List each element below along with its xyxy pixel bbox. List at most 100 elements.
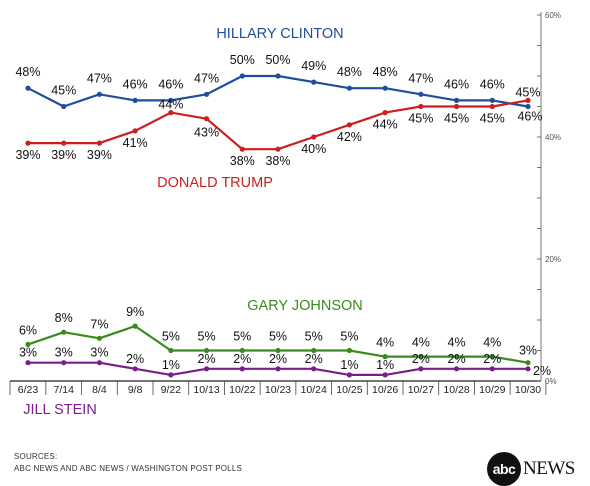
- data-point: [25, 360, 31, 366]
- data-label: 47%: [408, 71, 433, 85]
- y-tick-label: 20%: [545, 255, 561, 264]
- data-point: [275, 366, 281, 372]
- data-label: 2%: [126, 352, 144, 366]
- data-label: 39%: [87, 148, 112, 162]
- x-tick-label: 10/13: [193, 384, 219, 396]
- x-tick-label: 10/26: [372, 384, 398, 396]
- x-tick-label: 10/29: [479, 384, 505, 396]
- data-point: [418, 354, 424, 360]
- series-title-2: GARY JOHNSON: [247, 298, 363, 314]
- y-tick-label: 0%: [545, 377, 557, 386]
- data-label: 7%: [90, 317, 108, 331]
- data-point: [525, 103, 531, 110]
- data-point: [311, 79, 317, 85]
- x-tick-label: 10/24: [301, 384, 327, 396]
- y-tick-label: 40%: [545, 133, 561, 142]
- data-label: 39%: [15, 148, 40, 162]
- data-point: [239, 146, 245, 152]
- data-label: 2%: [533, 364, 551, 378]
- data-label: 3%: [55, 346, 73, 360]
- data-label: 1%: [376, 358, 394, 372]
- data-point: [346, 122, 353, 128]
- data-point: [525, 360, 531, 366]
- data-label: 46%: [123, 77, 148, 91]
- data-label: 2%: [448, 352, 466, 366]
- data-point: [382, 85, 388, 91]
- data-label: 5%: [305, 330, 323, 344]
- y-tick-label: 60%: [545, 11, 561, 20]
- data-label: 5%: [340, 330, 358, 344]
- data-label: 46%: [517, 109, 542, 123]
- data-point: [61, 103, 67, 110]
- data-point: [132, 323, 138, 329]
- data-label: 49%: [301, 59, 326, 73]
- data-label: 2%: [233, 352, 251, 366]
- data-point: [453, 97, 460, 103]
- sources-text: ABC NEWS AND ABC NEWS / WASHINGTON POST …: [14, 464, 243, 473]
- data-point: [311, 347, 317, 354]
- data-point: [346, 85, 353, 91]
- data-point: [453, 354, 460, 360]
- data-point: [239, 366, 245, 372]
- x-tick-label: 10/28: [443, 384, 469, 396]
- abc-logo-ball: abc: [487, 452, 521, 486]
- data-point: [203, 116, 210, 122]
- data-point: [203, 347, 210, 354]
- data-point: [489, 366, 495, 372]
- data-label: 5%: [162, 330, 180, 344]
- data-label: 2%: [483, 352, 501, 366]
- data-label: 50%: [230, 53, 255, 67]
- data-label: 48%: [337, 65, 362, 79]
- data-point: [203, 366, 210, 372]
- data-point: [346, 372, 353, 378]
- data-label: 38%: [230, 154, 255, 168]
- x-tick-label: 10/27: [408, 384, 434, 396]
- data-label: 38%: [265, 154, 290, 168]
- data-label: 2%: [269, 352, 287, 366]
- x-tick-label: 7/14: [53, 384, 74, 396]
- data-label: 45%: [515, 86, 540, 100]
- data-label: 41%: [123, 136, 148, 150]
- data-label: 46%: [480, 77, 505, 91]
- data-label: 2%: [305, 352, 323, 366]
- data-point: [418, 103, 424, 110]
- data-label: 4%: [448, 336, 466, 350]
- data-point: [96, 91, 103, 97]
- data-point: [132, 128, 138, 134]
- data-label: 1%: [162, 358, 180, 372]
- series-title-0: HILLARY CLINTON: [216, 26, 343, 42]
- data-point: [168, 110, 174, 116]
- data-label: 5%: [269, 330, 287, 344]
- data-label: 4%: [412, 336, 430, 350]
- data-label: 43%: [194, 126, 219, 140]
- data-point: [346, 347, 353, 354]
- data-label: 45%: [408, 112, 433, 126]
- data-point: [418, 366, 424, 372]
- x-tick-label: 9/8: [128, 384, 143, 396]
- data-label: 4%: [483, 336, 501, 350]
- data-label: 44%: [158, 98, 183, 112]
- data-point: [311, 366, 317, 372]
- data-point: [453, 103, 460, 110]
- data-point: [132, 97, 138, 103]
- data-point: [61, 360, 67, 366]
- data-point: [132, 366, 138, 372]
- x-tick-label: 10/25: [336, 384, 362, 396]
- data-label: 2%: [198, 352, 216, 366]
- abc-logo-news-word: NEWS: [523, 458, 575, 479]
- data-point: [418, 91, 424, 97]
- data-label: 47%: [87, 71, 112, 85]
- data-label: 40%: [301, 142, 326, 156]
- sources-label: SOURCES:: [14, 452, 58, 461]
- data-label: 5%: [198, 330, 216, 344]
- data-point: [311, 134, 317, 140]
- data-point: [525, 97, 531, 103]
- data-label: 3%: [519, 344, 537, 358]
- data-label: 6%: [19, 323, 37, 337]
- data-label: 48%: [373, 65, 398, 79]
- data-point: [489, 97, 495, 103]
- data-point: [61, 140, 67, 146]
- data-point: [489, 354, 495, 360]
- data-label: 45%: [51, 84, 76, 98]
